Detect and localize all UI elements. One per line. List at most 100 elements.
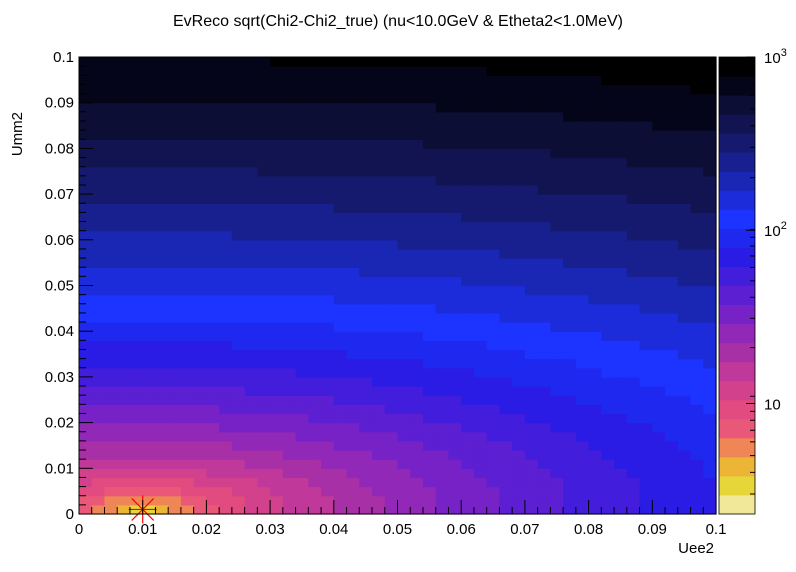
heatmap-cell bbox=[257, 239, 271, 250]
heatmap-cell bbox=[359, 120, 373, 131]
heatmap-cell bbox=[321, 221, 335, 232]
heatmap-cell bbox=[537, 239, 551, 250]
heatmap-cell bbox=[448, 120, 462, 131]
heatmap-cell bbox=[626, 285, 641, 296]
heatmap-cell bbox=[677, 120, 692, 131]
heatmap-cell bbox=[537, 157, 551, 168]
heatmap-cell bbox=[639, 221, 653, 232]
heatmap-cell bbox=[461, 349, 475, 360]
heatmap-cell bbox=[448, 459, 462, 469]
heatmap-cell bbox=[601, 184, 615, 195]
heatmap-cell bbox=[359, 340, 373, 351]
heatmap-cell bbox=[359, 285, 373, 296]
heatmap-cell bbox=[690, 93, 704, 104]
heatmap-cell bbox=[499, 340, 513, 351]
heatmap-cell bbox=[333, 239, 348, 250]
heatmap-cell bbox=[372, 221, 386, 232]
heatmap-cell bbox=[486, 66, 501, 76]
heatmap-cell bbox=[359, 84, 373, 95]
heatmap-cell bbox=[180, 120, 195, 131]
x-tick-label: 0.08 bbox=[574, 521, 603, 538]
heatmap-cell bbox=[639, 57, 653, 67]
heatmap-cell bbox=[461, 276, 475, 287]
heatmap-cell bbox=[219, 102, 233, 113]
heatmap-cell bbox=[270, 312, 284, 323]
heatmap-cell bbox=[129, 367, 144, 378]
heatmap-cell bbox=[193, 84, 207, 95]
heatmap-cell bbox=[270, 303, 284, 314]
heatmap-cell bbox=[117, 468, 131, 479]
heatmap-cell bbox=[193, 477, 207, 488]
heatmap-cell bbox=[563, 230, 577, 241]
heatmap-cell bbox=[257, 422, 271, 433]
heatmap-cell bbox=[652, 139, 666, 149]
heatmap-cell bbox=[180, 203, 195, 213]
heatmap-cell bbox=[384, 395, 399, 405]
heatmap-cell bbox=[550, 258, 564, 268]
heatmap-cell bbox=[524, 322, 539, 332]
heatmap-cell bbox=[104, 486, 118, 497]
x-tick-label: 0.05 bbox=[383, 521, 412, 538]
heatmap-cell bbox=[206, 340, 220, 351]
heatmap-cell bbox=[104, 413, 118, 424]
heatmap-cell bbox=[282, 157, 297, 168]
heatmap-cell bbox=[155, 349, 169, 360]
heatmap-cell bbox=[346, 413, 360, 424]
heatmap-cell bbox=[410, 340, 424, 351]
heatmap-cell bbox=[537, 349, 551, 360]
heatmap-cell bbox=[588, 322, 602, 332]
heatmap-cell bbox=[639, 322, 653, 332]
heatmap-cell bbox=[665, 495, 679, 506]
heatmap-cell bbox=[614, 459, 628, 469]
heatmap-cell bbox=[601, 175, 615, 186]
heatmap-cell bbox=[512, 303, 526, 314]
heatmap-cell bbox=[473, 376, 488, 387]
heatmap-cell bbox=[435, 139, 450, 149]
heatmap-cell bbox=[486, 75, 501, 86]
heatmap-cell bbox=[155, 413, 169, 424]
heatmap-cell bbox=[180, 459, 195, 469]
colorbar-band bbox=[719, 57, 755, 77]
heatmap-cell bbox=[550, 285, 564, 296]
heatmap-cell bbox=[333, 75, 348, 86]
heatmap-cell bbox=[308, 212, 322, 223]
heatmap-cell bbox=[614, 285, 628, 296]
heatmap-cell bbox=[665, 285, 679, 296]
heatmap-cell bbox=[626, 166, 641, 177]
heatmap-cell bbox=[270, 157, 284, 168]
heatmap-cell bbox=[257, 477, 271, 488]
heatmap-cell bbox=[524, 111, 539, 122]
heatmap-cell bbox=[206, 212, 220, 223]
heatmap-cell bbox=[257, 175, 271, 186]
heatmap-cell bbox=[677, 57, 692, 67]
heatmap-cell bbox=[91, 395, 106, 405]
heatmap-cells bbox=[79, 57, 717, 515]
heatmap-cell bbox=[575, 331, 590, 341]
heatmap-cell bbox=[703, 157, 717, 168]
heatmap-cell bbox=[168, 477, 182, 488]
y-tick-label: 0.09 bbox=[45, 95, 74, 112]
heatmap-cell bbox=[91, 386, 106, 396]
heatmap-cell bbox=[231, 294, 246, 305]
heatmap-cell bbox=[219, 203, 233, 213]
heatmap-cell bbox=[563, 331, 577, 341]
heatmap-cell bbox=[397, 130, 411, 140]
heatmap-cell bbox=[435, 440, 450, 451]
heatmap-cell bbox=[91, 230, 106, 241]
heatmap-cell bbox=[244, 111, 258, 122]
heatmap-cell bbox=[117, 139, 131, 149]
heatmap-cell bbox=[703, 175, 717, 186]
colorbar-band bbox=[719, 133, 755, 153]
heatmap-cell bbox=[410, 376, 424, 387]
heatmap-cell bbox=[117, 75, 131, 86]
heatmap-cell bbox=[359, 331, 373, 341]
heatmap-cell bbox=[639, 75, 653, 86]
heatmap-cell bbox=[333, 413, 348, 424]
heatmap-cell bbox=[129, 404, 144, 415]
heatmap-cell bbox=[473, 312, 488, 323]
heatmap-cell bbox=[435, 468, 450, 479]
heatmap-cell bbox=[601, 477, 615, 488]
heatmap-cell bbox=[486, 312, 501, 323]
heatmap-cell bbox=[384, 322, 399, 332]
heatmap-cell bbox=[333, 440, 348, 451]
